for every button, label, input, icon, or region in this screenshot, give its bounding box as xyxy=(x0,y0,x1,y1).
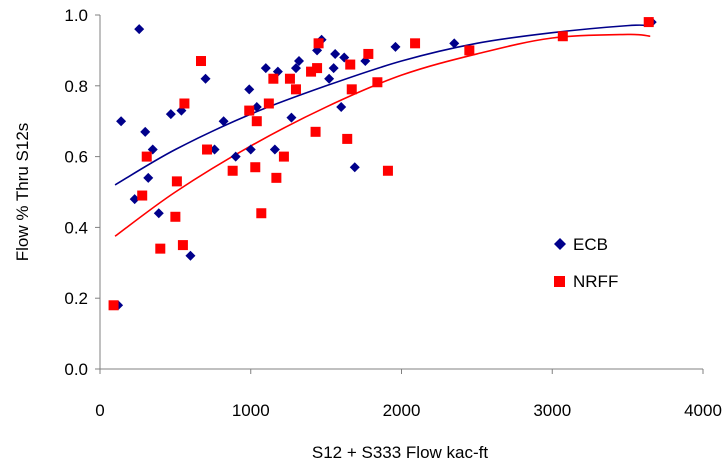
data-point-nrff xyxy=(346,84,357,95)
data-point-ecb xyxy=(390,41,401,52)
data-point-nrff xyxy=(227,165,238,176)
data-point-nrff xyxy=(290,84,301,95)
legend-label-nrff: NRFF xyxy=(573,272,618,291)
data-point-nrff xyxy=(196,56,207,67)
legend-marker-ecb xyxy=(554,238,566,250)
y-tick-label: 0.0 xyxy=(64,360,88,379)
tick-labels: 0.0 0.2 0.4 0.6 0.8 1.0 0 1000 2000 3000 4000 xyxy=(64,6,722,420)
data-point-nrff xyxy=(202,144,213,155)
data-point-nrff xyxy=(363,48,374,59)
data-point-nrff xyxy=(155,243,166,254)
data-point-nrff xyxy=(256,208,267,219)
data-point-nrff xyxy=(278,151,289,162)
data-point-ecb xyxy=(245,144,256,155)
data-point-ecb xyxy=(293,56,304,67)
data-point-ecb xyxy=(251,102,262,113)
data-point-ecb xyxy=(143,172,154,183)
data-point-ecb xyxy=(165,109,176,120)
data-point-nrff xyxy=(271,172,282,183)
data-point-ecb xyxy=(200,73,211,84)
data-point-nrff xyxy=(464,45,475,56)
data-point-ecb xyxy=(116,116,127,127)
y-tick-label: 0.6 xyxy=(64,148,88,167)
legend-label-ecb: ECB xyxy=(573,235,608,254)
trendline-ecb xyxy=(114,24,651,186)
x-tick-label: 3000 xyxy=(533,401,571,420)
data-point-ecb xyxy=(269,144,280,155)
data-point-ecb xyxy=(153,208,164,219)
data-point-ecb xyxy=(449,38,460,49)
data-point-nrff xyxy=(263,98,274,109)
x-tick-label: 0 xyxy=(95,401,104,420)
legend: ECB NRFF xyxy=(554,235,618,291)
data-point-ecb xyxy=(330,48,341,59)
data-point-ecb xyxy=(129,194,140,205)
data-point-nrff xyxy=(345,59,356,70)
data-point-ecb xyxy=(218,116,229,127)
y-tick-label: 0.2 xyxy=(64,289,88,308)
data-point-nrff xyxy=(312,63,323,74)
data-point-nrff xyxy=(557,31,568,42)
data-point-nrff xyxy=(179,98,190,109)
data-point-ecb xyxy=(185,250,196,261)
data-point-nrff xyxy=(250,162,261,173)
data-point-nrff xyxy=(137,190,148,201)
data-point-nrff xyxy=(141,151,152,162)
data-point-nrff xyxy=(171,176,182,187)
axes xyxy=(95,14,704,374)
data-point-nrff xyxy=(410,38,421,49)
data-point-nrff xyxy=(313,38,324,49)
y-tick-label: 1.0 xyxy=(64,6,88,25)
data-point-nrff xyxy=(251,116,262,127)
data-point-ecb xyxy=(134,24,145,35)
data-point-ecb xyxy=(260,63,271,74)
data-point-ecb xyxy=(244,84,255,95)
data-point-nrff xyxy=(372,77,383,88)
y-tick-label: 0.4 xyxy=(64,218,88,237)
data-point-nrff xyxy=(268,73,279,84)
data-point-nrff xyxy=(170,211,181,222)
y-axis-title: Flow % Thru S12s xyxy=(13,123,32,262)
data-point-nrff xyxy=(177,240,188,251)
data-point-nrff xyxy=(382,165,393,176)
data-point-nrff xyxy=(342,133,353,144)
data-point-ecb xyxy=(286,112,297,123)
data-point-nrff xyxy=(643,17,654,28)
data-points xyxy=(108,17,657,311)
trendlines xyxy=(114,24,651,237)
data-point-ecb xyxy=(336,102,347,113)
data-point-nrff xyxy=(284,73,295,84)
data-point-ecb xyxy=(324,73,335,84)
data-point-nrff xyxy=(108,300,119,311)
data-point-ecb xyxy=(328,63,339,74)
data-point-ecb xyxy=(140,126,151,137)
x-axis-title: S12 + S333 Flow kac-ft xyxy=(312,443,489,462)
x-tick-label: 4000 xyxy=(684,401,722,420)
legend-marker-nrff xyxy=(554,276,565,287)
data-point-nrff xyxy=(306,66,317,77)
data-point-ecb xyxy=(349,162,360,173)
x-tick-label: 1000 xyxy=(232,401,270,420)
data-point-nrff xyxy=(244,105,255,116)
data-point-nrff xyxy=(310,126,321,137)
x-tick-label: 2000 xyxy=(383,401,421,420)
data-point-ecb xyxy=(290,63,301,74)
data-point-ecb xyxy=(230,151,241,162)
data-point-ecb xyxy=(209,144,220,155)
trendline-nrff xyxy=(114,33,651,237)
y-tick-label: 0.8 xyxy=(64,77,88,96)
